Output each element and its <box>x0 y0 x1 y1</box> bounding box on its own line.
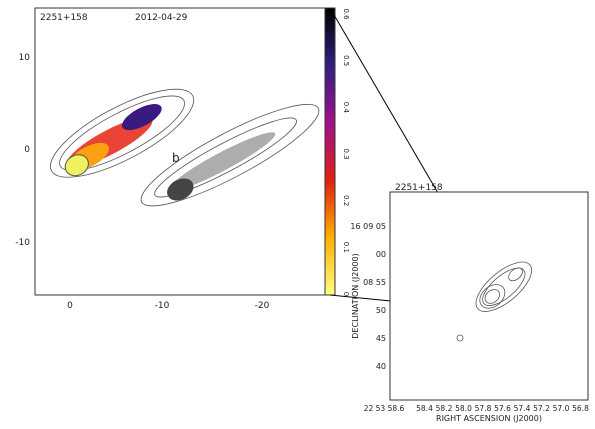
source-label: 2251+158 <box>395 183 443 193</box>
y-tick-label: 45 <box>376 334 386 343</box>
feature-label: b <box>172 151 180 165</box>
x-axis-label: RIGHT ASCENSION (J2000) <box>436 414 542 423</box>
y-tick-label: 16 09 05 <box>350 222 386 231</box>
x-tick-label: -20 <box>255 301 270 311</box>
figure: 2251+158 2012-04-29 b 10 0 -10 0 -10 -20… <box>0 0 595 425</box>
colorbar-ticks: 0.6 0.5 0.4 0.3 0.2 0.1 0 <box>342 8 350 296</box>
date-label: 2012-04-29 <box>135 13 188 23</box>
y-tick-label: 50 <box>376 306 386 315</box>
colorbar-tick-label: 0.6 <box>342 8 350 20</box>
y-tick-label: 0 <box>24 145 30 155</box>
colorbar-tick-label: 0.3 <box>342 148 350 159</box>
y-tick-label: -10 <box>15 238 30 248</box>
y-tick-label: 08 55 <box>363 278 386 287</box>
x-tick-label: 58.4 <box>416 404 433 413</box>
right-panel: 2251+158 DECLINATION (J2000) RIGHT ASCEN… <box>350 183 589 423</box>
frame <box>390 192 588 400</box>
source-label: 2251+158 <box>40 13 88 23</box>
x-tick-label: 58.0 <box>455 404 472 413</box>
colorbar-tick-label: 0.5 <box>342 55 350 66</box>
x-tick-label: 56.8 <box>572 404 589 413</box>
x-tick-label: 57.0 <box>553 404 570 413</box>
x-tick-label: 57.4 <box>514 404 531 413</box>
y-tick-label: 10 <box>19 53 31 63</box>
x-tick-label: 58.2 <box>436 404 453 413</box>
colorbar-tick-label: 0.1 <box>342 242 350 253</box>
left-panel: 2251+158 2012-04-29 b 10 0 -10 0 -10 -20… <box>15 8 350 311</box>
colorbar <box>325 8 335 295</box>
y-axis-label: DECLINATION (J2000) <box>351 253 360 338</box>
colorbar-tick-label: 0.4 <box>342 102 350 114</box>
x-tick-label: -10 <box>155 301 170 311</box>
y-tick-label: 00 <box>376 250 386 259</box>
colorbar-tick-label: 0.2 <box>342 195 350 206</box>
x-tick-label: 57.8 <box>475 404 492 413</box>
x-tick-label: 22 53 58.6 <box>364 404 405 413</box>
x-tick-label: 0 <box>67 301 73 311</box>
y-tick-label: 40 <box>376 362 386 371</box>
x-tick-label: 57.2 <box>533 404 550 413</box>
x-tick-label: 57.6 <box>494 404 511 413</box>
colorbar-tick-label: 0 <box>342 292 350 296</box>
